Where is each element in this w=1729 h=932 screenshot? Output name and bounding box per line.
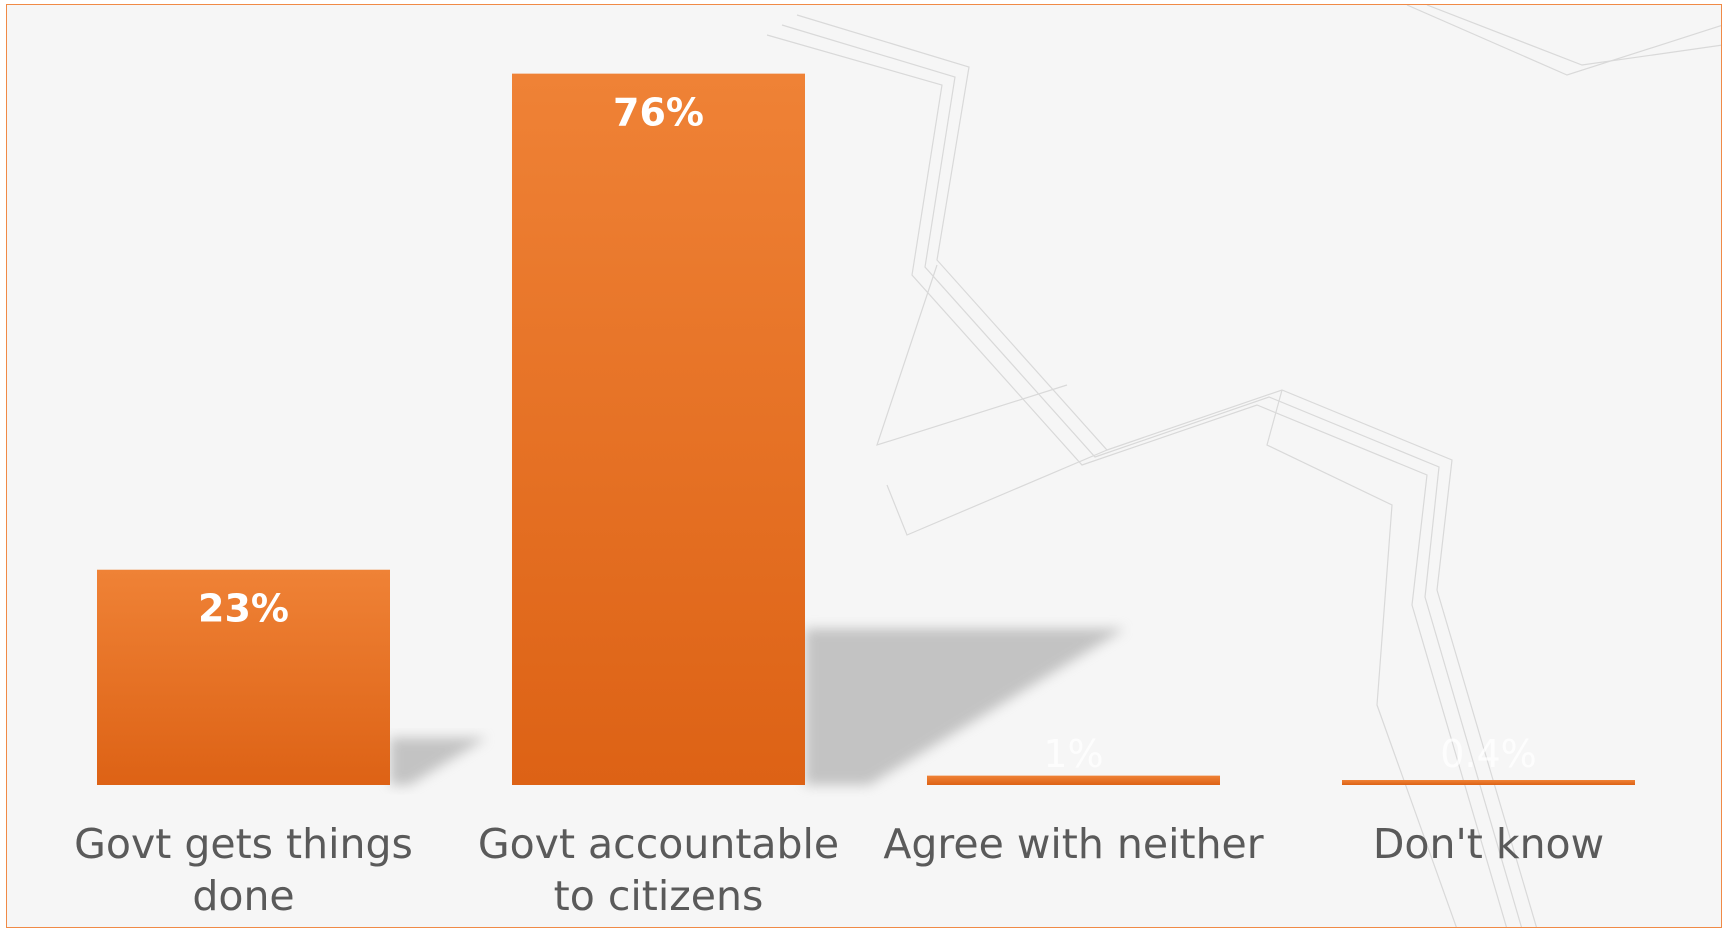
data-label: 23% xyxy=(198,587,289,631)
category-label: done xyxy=(192,872,294,920)
bar xyxy=(1342,780,1635,785)
category-label: Govt gets things xyxy=(74,820,413,868)
category-label: Govt accountable xyxy=(478,820,839,868)
bars xyxy=(97,73,1635,785)
chart-frame: 23% 76% 1% 0.4% Govt gets things done Govt ac… xyxy=(6,4,1722,928)
data-label: 0.4% xyxy=(1440,732,1537,776)
category-label: Don't know xyxy=(1373,820,1604,868)
bar-shadow xyxy=(390,737,487,785)
category-label: to citizens xyxy=(554,872,764,920)
background-decoration xyxy=(766,5,1721,927)
bar xyxy=(927,775,1220,785)
bar xyxy=(97,569,390,785)
data-label: 76% xyxy=(613,91,704,135)
bar-shadows xyxy=(390,628,1126,785)
data-label: 1% xyxy=(1043,732,1103,776)
data-labels: 23% 76% 1% 0.4% xyxy=(198,91,1537,776)
bar-shadow xyxy=(805,628,1126,785)
category-label: Agree with neither xyxy=(883,820,1263,868)
bar xyxy=(512,73,805,785)
